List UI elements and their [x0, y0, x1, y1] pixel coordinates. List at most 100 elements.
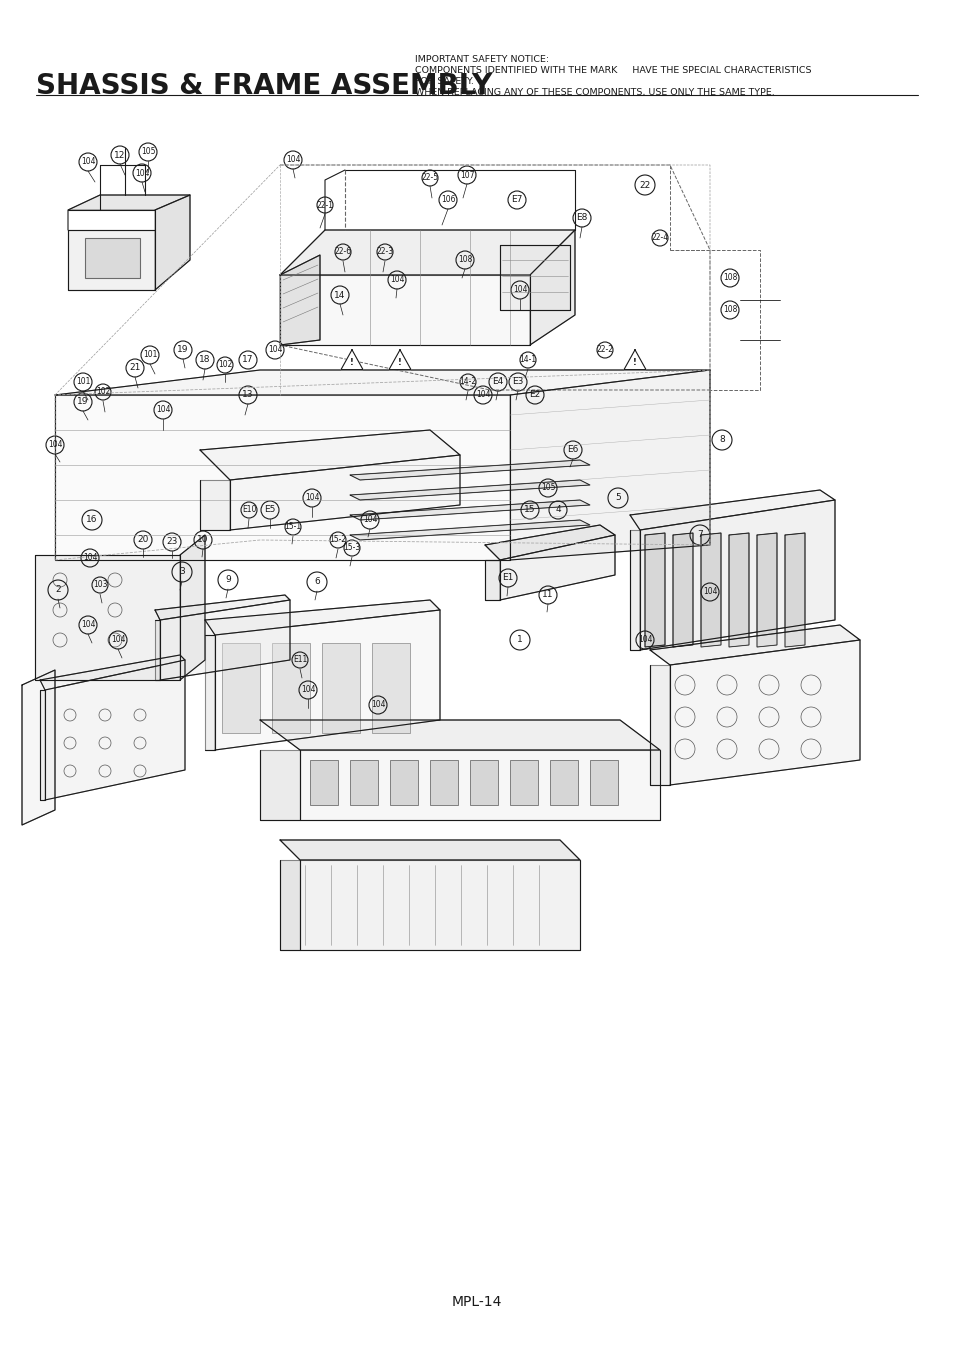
Polygon shape [260, 750, 299, 821]
Text: 22: 22 [639, 180, 650, 190]
Polygon shape [35, 555, 180, 680]
Polygon shape [68, 195, 190, 210]
Polygon shape [728, 533, 748, 647]
Polygon shape [700, 533, 720, 647]
Text: 15: 15 [524, 505, 536, 515]
Polygon shape [299, 860, 579, 951]
Polygon shape [629, 529, 639, 650]
Polygon shape [350, 520, 589, 540]
Polygon shape [629, 490, 834, 529]
Polygon shape [180, 535, 205, 680]
Polygon shape [68, 230, 154, 290]
Bar [350, 760, 377, 806]
Text: 2: 2 [55, 585, 61, 594]
Polygon shape [280, 230, 575, 275]
Text: 15-2: 15-2 [329, 535, 346, 544]
Text: 104: 104 [362, 516, 376, 524]
Polygon shape [649, 626, 859, 665]
Text: 101: 101 [143, 351, 157, 360]
Bar [85, 238, 140, 278]
Text: 23: 23 [166, 538, 177, 547]
Polygon shape [55, 395, 510, 561]
Text: 106: 106 [440, 195, 455, 204]
Polygon shape [510, 370, 709, 561]
Polygon shape [55, 370, 709, 395]
Text: 104: 104 [638, 635, 652, 645]
Polygon shape [200, 481, 230, 529]
Text: FOR SAFETY.: FOR SAFETY. [415, 77, 474, 87]
Text: 12: 12 [114, 150, 126, 160]
Polygon shape [280, 255, 319, 345]
Text: 108: 108 [722, 306, 737, 314]
Text: 18: 18 [199, 356, 211, 364]
Bar [222, 643, 260, 733]
Text: 104: 104 [134, 168, 149, 177]
Polygon shape [40, 655, 185, 691]
Text: E4: E4 [492, 378, 503, 386]
Polygon shape [205, 600, 439, 635]
Text: E5: E5 [264, 505, 275, 515]
Text: E7: E7 [511, 195, 522, 204]
Bar [272, 643, 310, 733]
Text: E2: E2 [529, 390, 540, 399]
Polygon shape [340, 349, 363, 370]
Text: E6: E6 [567, 445, 578, 455]
Text: 14: 14 [334, 291, 345, 299]
Polygon shape [530, 230, 575, 345]
Text: 3: 3 [179, 567, 185, 577]
Text: 22-4: 22-4 [651, 233, 668, 242]
Polygon shape [230, 455, 459, 529]
Text: 15-3: 15-3 [343, 543, 360, 552]
Polygon shape [299, 750, 659, 821]
Bar [322, 643, 359, 733]
Bar [510, 760, 537, 806]
Text: COMPONENTS IDENTIFIED WITH THE MARK     HAVE THE SPECIAL CHARACTERISTICS: COMPONENTS IDENTIFIED WITH THE MARK HAVE… [415, 66, 811, 74]
Text: 104: 104 [111, 635, 125, 645]
Text: 19: 19 [177, 345, 189, 355]
Text: E11: E11 [293, 655, 307, 665]
Polygon shape [389, 349, 411, 370]
Text: 20: 20 [137, 535, 149, 544]
Text: 104: 104 [48, 440, 62, 450]
Text: 105: 105 [141, 148, 155, 157]
Text: 107: 107 [459, 171, 474, 180]
Polygon shape [154, 620, 160, 680]
Polygon shape [757, 533, 776, 647]
Text: 11: 11 [541, 590, 553, 600]
Text: 13: 13 [242, 390, 253, 399]
Text: 17: 17 [242, 356, 253, 364]
Polygon shape [205, 635, 214, 750]
Text: E8: E8 [576, 214, 587, 222]
Text: 14-2: 14-2 [459, 378, 476, 386]
Polygon shape [672, 533, 692, 647]
Text: 22-6: 22-6 [335, 248, 352, 256]
Text: 8: 8 [719, 436, 724, 444]
Polygon shape [280, 839, 579, 860]
Text: 104: 104 [371, 700, 385, 709]
Bar [372, 643, 410, 733]
Polygon shape [639, 500, 834, 650]
Polygon shape [22, 670, 55, 825]
Polygon shape [350, 500, 589, 520]
Polygon shape [40, 691, 45, 800]
Bar [390, 760, 417, 806]
Polygon shape [499, 535, 615, 600]
Text: SHASSIS & FRAME ASSEMBLY: SHASSIS & FRAME ASSEMBLY [36, 72, 492, 100]
Text: 105: 105 [540, 483, 555, 493]
Text: 19: 19 [77, 398, 89, 406]
Polygon shape [200, 431, 459, 481]
Bar [589, 760, 618, 806]
Text: 22-2: 22-2 [596, 345, 613, 355]
Polygon shape [350, 481, 589, 500]
Bar [430, 760, 457, 806]
Text: 22-5: 22-5 [421, 173, 438, 183]
Text: 1: 1 [517, 635, 522, 645]
Text: 22-3: 22-3 [376, 248, 394, 256]
Text: 7: 7 [697, 531, 702, 539]
Text: E1: E1 [502, 574, 513, 582]
Text: !: ! [397, 359, 401, 367]
Text: 14-1: 14-1 [518, 356, 536, 364]
Text: 104: 104 [83, 554, 97, 562]
Bar [310, 760, 337, 806]
Text: E10: E10 [241, 505, 256, 515]
